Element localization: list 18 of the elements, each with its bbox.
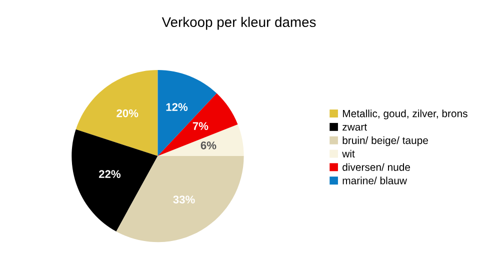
data-label: 7% [192,122,208,130]
data-label: 22% [98,170,121,178]
data-label: 12% [166,103,188,111]
pie-slice [158,70,217,156]
legend-label: zwart [342,124,367,131]
pie-slice [72,129,158,232]
data-label: 33% [173,196,195,204]
data-label: 6% [200,141,216,150]
legend-label: Metallic, goud, zilver, brons [342,110,468,120]
pie-slice [158,124,244,156]
legend-label: bruin/ beige/ taupe [342,136,428,146]
legend-label: marine/ blauw [342,176,408,184]
pie-slice [76,70,158,156]
pie-slice [158,93,238,156]
chart-title: Verkoop per kleur dames [162,16,316,30]
data-label: 20% [116,109,138,118]
legend-label: diversen/ nude [342,163,410,171]
legend-label: wit [342,150,355,158]
